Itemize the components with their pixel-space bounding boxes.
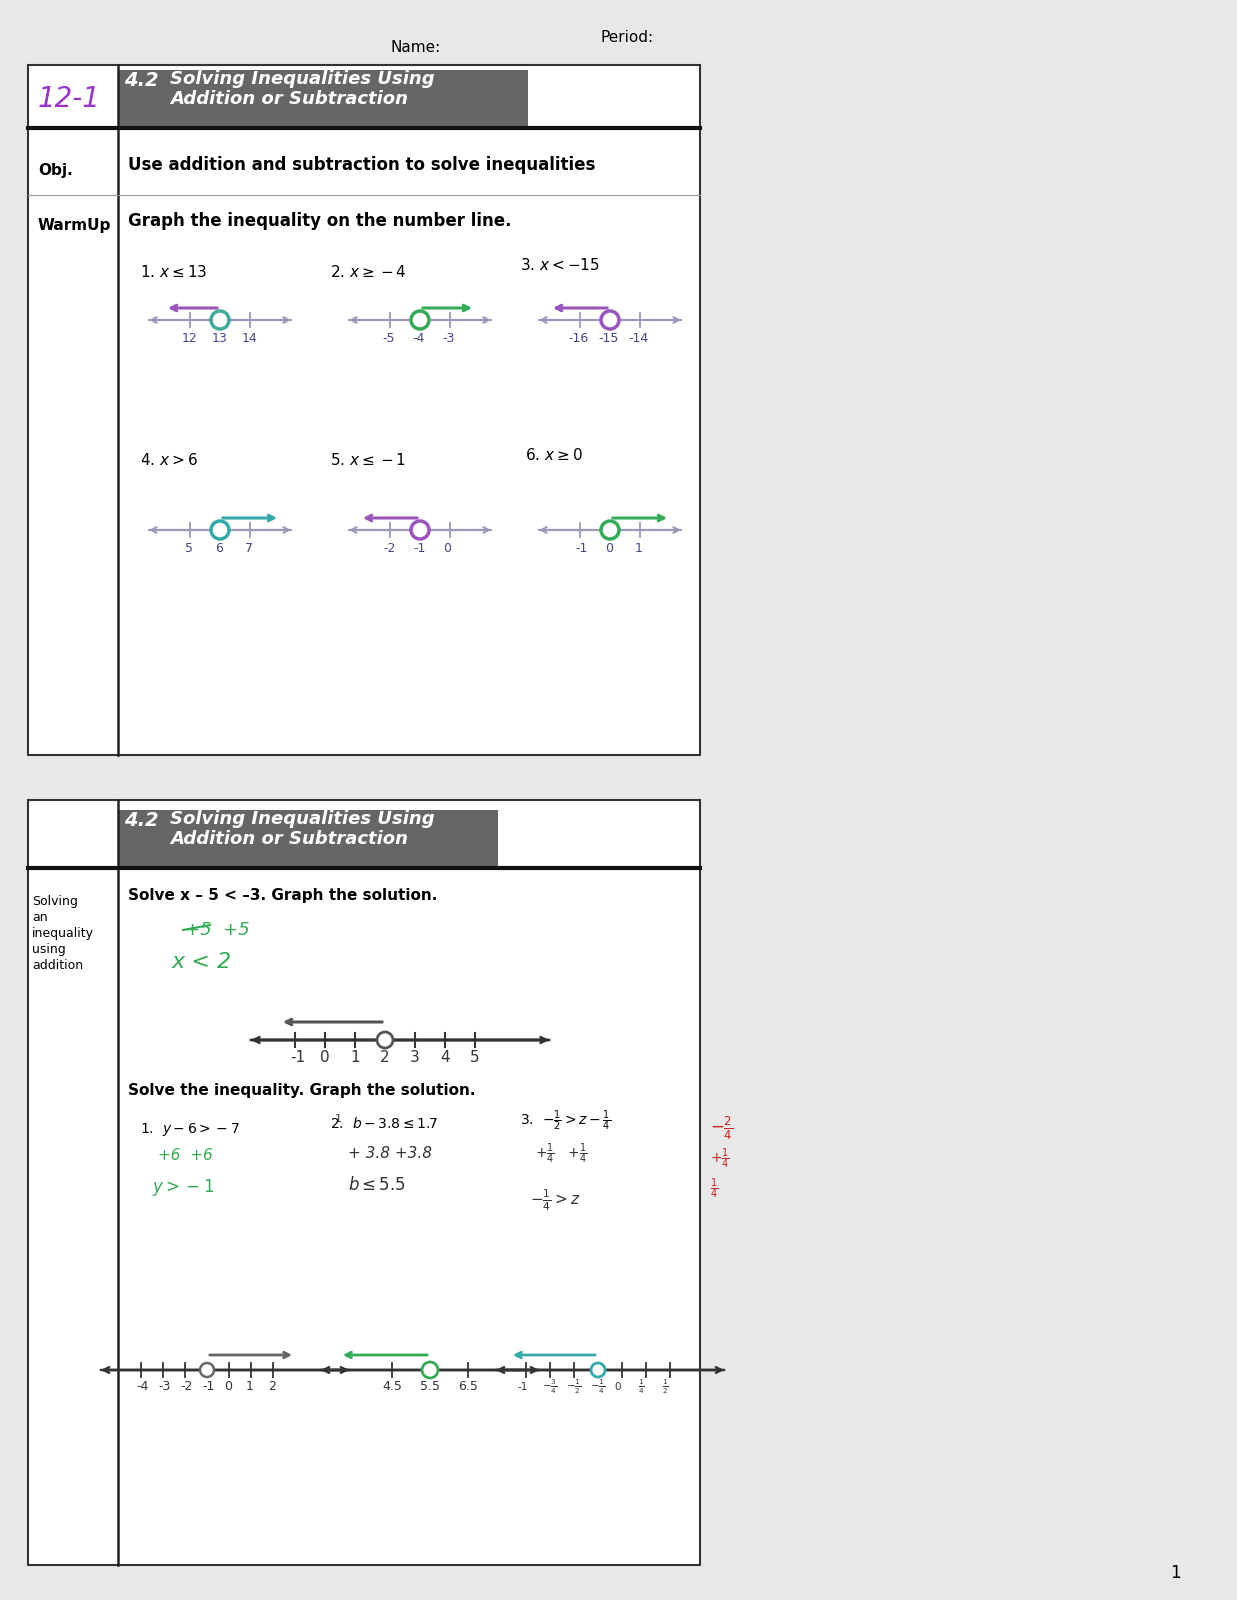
- Text: 1: 1: [335, 1114, 341, 1123]
- Text: 0: 0: [605, 542, 614, 555]
- Text: 14: 14: [242, 333, 257, 346]
- Circle shape: [591, 1363, 605, 1378]
- Circle shape: [411, 522, 429, 539]
- Text: Solving: Solving: [32, 894, 78, 909]
- Text: inequality: inequality: [32, 926, 94, 939]
- Text: $-\frac{3}{4}$: $-\frac{3}{4}$: [542, 1378, 558, 1397]
- Text: an: an: [32, 910, 48, 925]
- Text: 6: 6: [215, 542, 223, 555]
- Text: +6  +6: +6 +6: [158, 1149, 213, 1163]
- Text: $\frac{1}{2}$: $\frac{1}{2}$: [662, 1378, 669, 1397]
- Text: -16: -16: [568, 333, 589, 346]
- Text: Solving Inequalities Using: Solving Inequalities Using: [169, 70, 434, 88]
- Text: -2: -2: [181, 1379, 193, 1394]
- Text: $-\frac{1}{4}$: $-\frac{1}{4}$: [590, 1378, 605, 1397]
- Text: -1: -1: [413, 542, 426, 555]
- Text: 1: 1: [635, 542, 643, 555]
- Text: 1. $x \leq 13$: 1. $x \leq 13$: [140, 264, 208, 280]
- Text: Use addition and subtraction to solve inequalities: Use addition and subtraction to solve in…: [127, 157, 595, 174]
- Text: Name:: Name:: [390, 40, 440, 54]
- Text: Addition or Subtraction: Addition or Subtraction: [169, 830, 408, 848]
- Circle shape: [411, 310, 429, 330]
- Text: + 3.8 +3.8: + 3.8 +3.8: [348, 1146, 432, 1162]
- Text: Solve the inequality. Graph the solution.: Solve the inequality. Graph the solution…: [127, 1083, 475, 1098]
- Text: 6. $x \geq 0$: 6. $x \geq 0$: [524, 446, 583, 462]
- Text: Period:: Period:: [600, 30, 653, 45]
- Text: $\frac{1}{4}$: $\frac{1}{4}$: [710, 1176, 719, 1200]
- Text: -1: -1: [202, 1379, 214, 1394]
- Text: addition: addition: [32, 958, 83, 971]
- Text: $b \leq 5.5$: $b \leq 5.5$: [348, 1176, 406, 1194]
- Text: 2. $x \geq -4$: 2. $x \geq -4$: [330, 264, 407, 280]
- Text: 5. $x \leq -1$: 5. $x \leq -1$: [330, 451, 406, 467]
- Text: 1: 1: [246, 1379, 254, 1394]
- Text: $-\frac{1}{2}$: $-\frac{1}{2}$: [567, 1378, 581, 1397]
- Text: 12: 12: [182, 333, 198, 346]
- Text: 0: 0: [443, 542, 452, 555]
- Circle shape: [212, 522, 229, 539]
- Text: 4.2: 4.2: [124, 70, 158, 90]
- Text: 4: 4: [440, 1050, 449, 1066]
- Text: 13: 13: [212, 333, 228, 346]
- Circle shape: [377, 1032, 393, 1048]
- Bar: [28, 66, 700, 755]
- Text: 0: 0: [224, 1379, 233, 1394]
- Text: -4: -4: [412, 333, 424, 346]
- Text: -5: -5: [382, 333, 395, 346]
- Text: x < 2: x < 2: [172, 952, 233, 971]
- Bar: [28, 800, 700, 1565]
- Text: 3. $x < -15$: 3. $x < -15$: [520, 258, 600, 274]
- Text: -1: -1: [575, 542, 588, 555]
- Text: Graph the inequality on the number line.: Graph the inequality on the number line.: [127, 211, 512, 230]
- Text: 2: 2: [380, 1050, 390, 1066]
- Text: 4.2: 4.2: [124, 811, 158, 830]
- Text: 1: 1: [1170, 1565, 1180, 1582]
- Text: 7: 7: [245, 542, 254, 555]
- Text: -15: -15: [597, 333, 618, 346]
- Text: 4.5: 4.5: [382, 1379, 402, 1394]
- Text: Obj.: Obj.: [38, 163, 73, 178]
- Text: $-\frac{1}{4} > z$: $-\frac{1}{4} > z$: [529, 1187, 580, 1213]
- Circle shape: [601, 310, 618, 330]
- Circle shape: [422, 1362, 438, 1378]
- Text: 5: 5: [470, 1050, 480, 1066]
- Text: 12-1: 12-1: [38, 85, 101, 114]
- Text: 6.5: 6.5: [458, 1379, 477, 1394]
- Text: -1: -1: [518, 1382, 528, 1392]
- Text: Addition or Subtraction: Addition or Subtraction: [169, 90, 408, 109]
- Text: -3: -3: [158, 1379, 171, 1394]
- Text: 0: 0: [320, 1050, 329, 1066]
- Text: using: using: [32, 942, 66, 955]
- Text: Solve x – 5 < –3. Graph the solution.: Solve x – 5 < –3. Graph the solution.: [127, 888, 438, 902]
- Text: 2.  $b - 3.8 \leq 1.7$: 2. $b - 3.8 \leq 1.7$: [330, 1117, 438, 1131]
- Bar: [118, 70, 528, 128]
- Text: -2: -2: [383, 542, 396, 555]
- Text: $\frac{1}{4}$: $\frac{1}{4}$: [638, 1378, 644, 1397]
- Text: $+\frac{1}{4}$: $+\frac{1}{4}$: [710, 1146, 730, 1171]
- Text: -1: -1: [289, 1050, 306, 1066]
- Circle shape: [601, 522, 618, 539]
- Bar: [118, 810, 499, 867]
- Text: 5: 5: [186, 542, 193, 555]
- Text: 4. $x > 6$: 4. $x > 6$: [140, 451, 198, 467]
- Circle shape: [212, 310, 229, 330]
- Text: 2: 2: [268, 1379, 276, 1394]
- Circle shape: [200, 1363, 214, 1378]
- Text: +5  +5: +5 +5: [186, 922, 250, 939]
- Text: 5.5: 5.5: [421, 1379, 440, 1394]
- Text: -14: -14: [628, 333, 648, 346]
- Text: WarmUp: WarmUp: [38, 218, 111, 234]
- Text: $-\frac{2}{4}$: $-\frac{2}{4}$: [710, 1115, 734, 1142]
- Text: -4: -4: [136, 1379, 148, 1394]
- Text: Solving Inequalities Using: Solving Inequalities Using: [169, 810, 434, 829]
- Text: 3.  $-\frac{1}{2} > z - \frac{1}{4}$: 3. $-\frac{1}{2} > z - \frac{1}{4}$: [520, 1109, 611, 1133]
- Text: 3: 3: [409, 1050, 419, 1066]
- Text: 0: 0: [614, 1382, 621, 1392]
- Text: $y > -1$: $y > -1$: [152, 1178, 214, 1198]
- Text: -3: -3: [442, 333, 454, 346]
- Text: 1: 1: [350, 1050, 360, 1066]
- Text: $+\frac{1}{4}$   $+\frac{1}{4}$: $+\frac{1}{4}$ $+\frac{1}{4}$: [534, 1141, 588, 1166]
- Text: 1.  $y - 6 > -7$: 1. $y - 6 > -7$: [140, 1122, 240, 1138]
